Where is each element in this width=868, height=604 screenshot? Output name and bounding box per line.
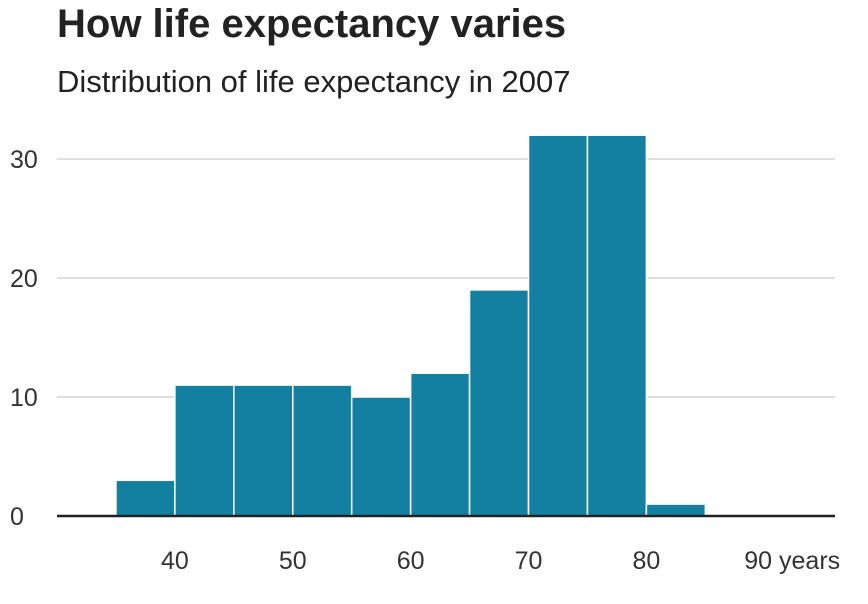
y-tick-label: 30 bbox=[10, 146, 38, 174]
histogram-bar bbox=[527, 134, 589, 517]
x-tick-label: 50 bbox=[279, 547, 307, 575]
chart-title: How life expectancy varies bbox=[57, 2, 567, 46]
histogram-bar bbox=[468, 289, 530, 517]
histogram-bar bbox=[645, 503, 707, 517]
x-tick-label: 80 bbox=[632, 547, 660, 575]
y-axis-ticks: 0 10 20 30 bbox=[10, 146, 38, 531]
x-tick-label: 60 bbox=[397, 547, 425, 575]
y-tick-label: 0 bbox=[10, 503, 24, 531]
x-axis-ticks: 40 50 60 70 80 90 years bbox=[161, 547, 840, 575]
histogram-bars bbox=[115, 134, 707, 517]
histogram-bar bbox=[115, 479, 176, 517]
histogram-bar bbox=[292, 384, 353, 517]
x-tick-label: 40 bbox=[161, 547, 189, 575]
chart-subtitle: Distribution of life expectancy in 2007 bbox=[57, 64, 571, 99]
x-tick-label: 70 bbox=[515, 547, 543, 575]
histogram-bar bbox=[586, 134, 648, 517]
histogram-bar bbox=[174, 384, 235, 517]
histogram-bar bbox=[233, 384, 294, 517]
histogram-bar bbox=[350, 396, 412, 517]
y-tick-label: 20 bbox=[10, 265, 38, 293]
y-tick-label: 10 bbox=[10, 384, 38, 412]
x-tick-label: 90 years bbox=[744, 547, 840, 575]
gridlines bbox=[57, 158, 835, 398]
histogram-bar bbox=[409, 372, 471, 517]
